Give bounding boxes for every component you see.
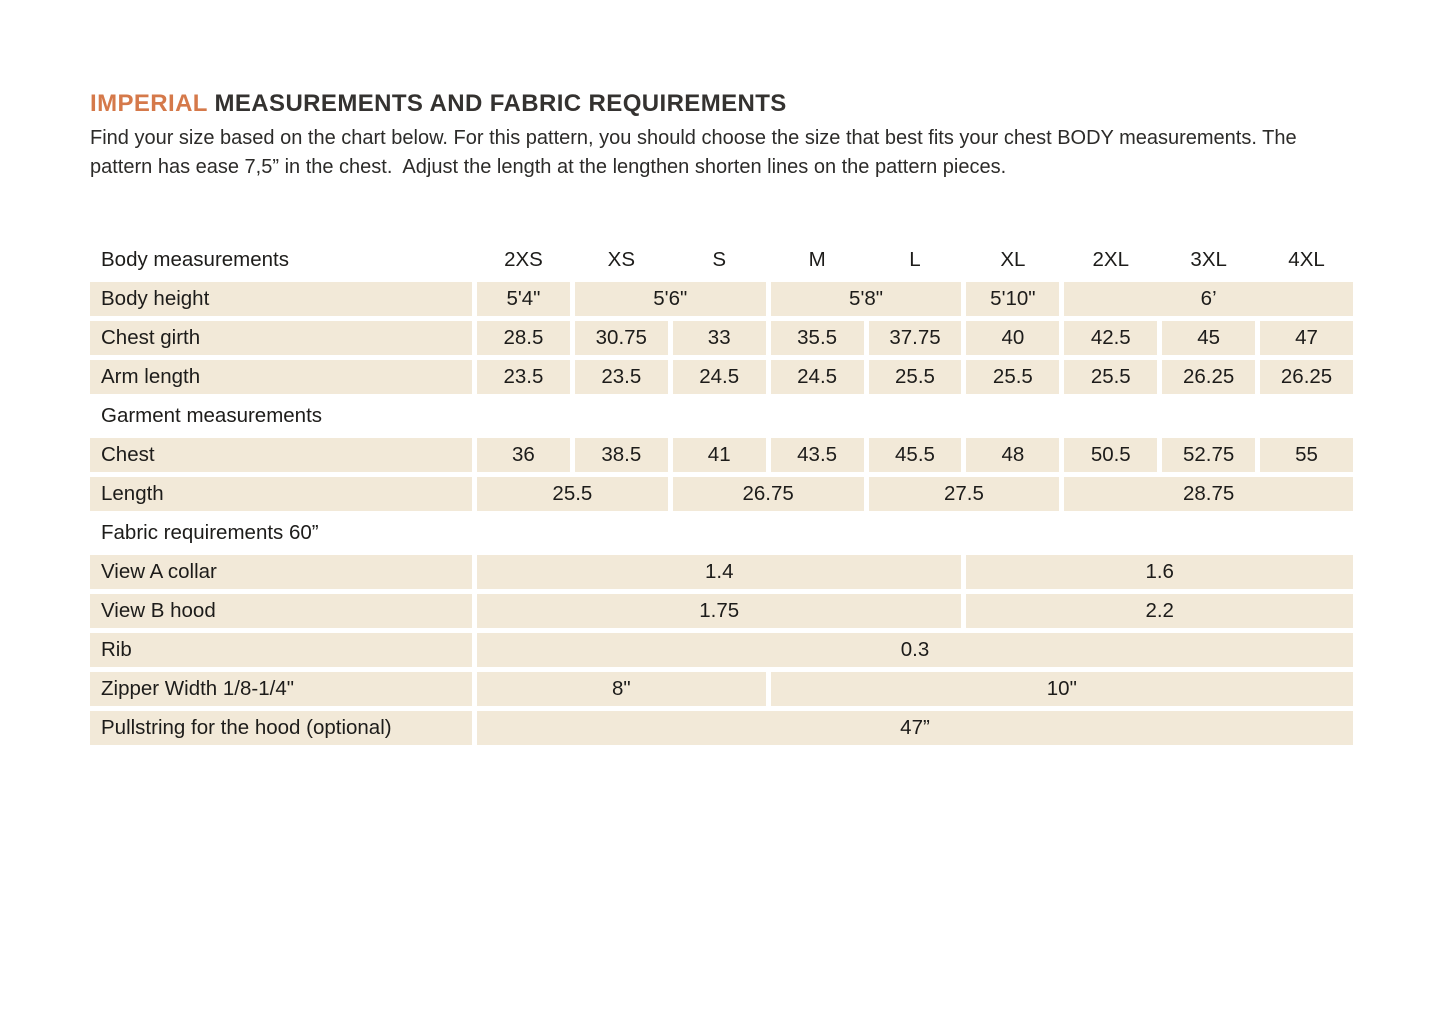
chest-cell: 41	[672, 438, 766, 472]
size-header-3xl: 3XL	[1190, 248, 1227, 271]
row-label-view-b-hood: View B hood	[90, 594, 472, 628]
page-title-highlight: IMPERIAL	[90, 90, 208, 117]
body-height-cell: 5'4"	[477, 282, 570, 316]
length-cell: 27.5	[868, 477, 1060, 511]
length-cell: 25.5	[477, 477, 668, 511]
chest-cell: 48	[966, 438, 1060, 472]
row-label-body-height: Body height	[90, 282, 472, 316]
chest-cell: 36	[477, 438, 570, 472]
size-header-l: L	[909, 248, 921, 271]
chest-cell: 38.5	[574, 438, 668, 472]
size-header-2xl: 2XL	[1092, 248, 1130, 271]
chest-cell: 43.5	[770, 438, 864, 472]
chest-girth-cell: 28.5	[477, 321, 570, 355]
row-label-chest: Chest	[90, 438, 472, 472]
intro-paragraph: Find your size based on the chart below.…	[90, 127, 1303, 178]
arm-length-cell: 25.5	[1064, 360, 1158, 394]
size-header-s: S	[712, 248, 727, 271]
body-height-cell: 6’	[1064, 282, 1353, 316]
body-height-cell: 5'10"	[966, 282, 1060, 316]
page-title-rest: MEASUREMENTS AND FABRIC REQUIREMENTS	[207, 90, 787, 117]
table-header-label: Body measurements	[101, 248, 290, 271]
row-label-chest-girth: Chest girth	[90, 321, 472, 355]
page-title: IMPERIAL MEASUREMENTS AND FABRIC REQUIRE…	[90, 90, 787, 118]
chest-cell: 45.5	[868, 438, 962, 472]
row-label-pullstring: Pullstring for the hood (optional)	[90, 711, 472, 745]
chest-cell: 52.75	[1162, 438, 1256, 472]
chest-girth-cell: 37.75	[868, 321, 962, 355]
arm-length-cell: 25.5	[966, 360, 1060, 394]
size-header-xl: XL	[1000, 248, 1026, 271]
arm-length-cell: 26.25	[1162, 360, 1256, 394]
arm-length-cell: 24.5	[672, 360, 766, 394]
rib-cell: 0.3	[477, 633, 1353, 667]
row-label-arm-length: Arm length	[90, 360, 472, 394]
zipper-width-cell: 8"	[477, 672, 766, 706]
row-label-length: Length	[90, 477, 472, 511]
view-b-hood-cell: 2.2	[966, 594, 1353, 628]
arm-length-cell: 25.5	[868, 360, 962, 394]
row-label-rib: Rib	[90, 633, 472, 667]
view-a-collar-cell: 1.6	[966, 555, 1353, 589]
arm-length-cell: 23.5	[574, 360, 668, 394]
row-label-zipper-width: Zipper Width 1/8-1/4"	[90, 672, 472, 706]
pullstring-cell: 47”	[477, 711, 1353, 745]
zipper-width-cell: 10"	[770, 672, 1353, 706]
length-cell: 28.75	[1064, 477, 1353, 511]
arm-length-cell: 23.5	[477, 360, 570, 394]
section-header-garment: Garment measurements	[101, 404, 323, 427]
chest-cell: 55	[1260, 438, 1353, 472]
section-header-fabric: Fabric requirements 60”	[101, 521, 319, 544]
size-header-2xs: 2XS	[504, 248, 543, 271]
arm-length-cell: 24.5	[770, 360, 864, 394]
chest-girth-cell: 40	[966, 321, 1060, 355]
chest-girth-cell: 35.5	[770, 321, 864, 355]
size-header-xs: XS	[607, 248, 635, 271]
chest-girth-cell: 47	[1260, 321, 1353, 355]
view-b-hood-cell: 1.75	[477, 594, 962, 628]
arm-length-cell: 26.25	[1260, 360, 1353, 394]
measurements-table: Body measurements 2XS XS S M L XL 2XL 3X…	[90, 243, 1353, 745]
size-header-m: M	[808, 248, 826, 271]
size-header-4xl: 4XL	[1288, 248, 1325, 271]
row-label-view-a-collar: View A collar	[90, 555, 472, 589]
chest-cell: 50.5	[1064, 438, 1158, 472]
chest-girth-cell: 42.5	[1064, 321, 1158, 355]
chest-girth-cell: 30.75	[574, 321, 668, 355]
length-cell: 26.75	[672, 477, 864, 511]
body-height-cell: 5'6"	[574, 282, 766, 316]
chest-girth-cell: 33	[672, 321, 766, 355]
chest-girth-cell: 45	[1162, 321, 1256, 355]
view-a-collar-cell: 1.4	[477, 555, 962, 589]
body-height-cell: 5'8"	[770, 282, 962, 316]
